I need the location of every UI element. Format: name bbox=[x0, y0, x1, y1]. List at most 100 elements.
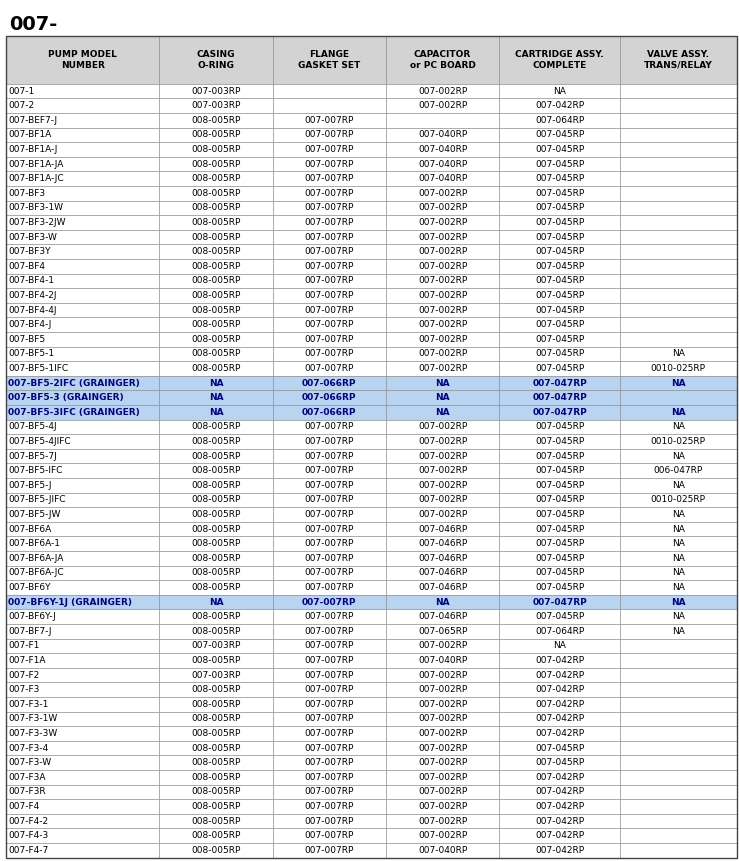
Bar bbox=[500, 814, 620, 828]
Bar bbox=[160, 610, 273, 624]
Text: 007-BF1A-JA: 007-BF1A-JA bbox=[8, 159, 64, 169]
Bar bbox=[500, 683, 620, 697]
Text: 007-045RP: 007-045RP bbox=[535, 174, 584, 183]
Bar bbox=[500, 318, 620, 332]
Bar bbox=[160, 419, 273, 434]
Text: 007-2: 007-2 bbox=[8, 102, 34, 110]
Bar bbox=[160, 828, 273, 843]
Bar bbox=[6, 274, 160, 288]
Bar bbox=[386, 259, 500, 274]
Bar bbox=[6, 639, 160, 653]
Bar bbox=[386, 84, 500, 98]
Bar bbox=[6, 726, 160, 740]
Bar bbox=[160, 288, 273, 303]
Text: 007-046RP: 007-046RP bbox=[418, 539, 467, 548]
Text: 008-005RP: 008-005RP bbox=[191, 816, 241, 826]
Text: 007-F4-2: 007-F4-2 bbox=[8, 816, 48, 826]
Bar bbox=[273, 799, 386, 814]
Bar bbox=[273, 303, 386, 318]
Bar bbox=[273, 449, 386, 463]
Bar bbox=[273, 84, 386, 98]
Bar bbox=[620, 127, 737, 142]
Text: 007-007RP: 007-007RP bbox=[304, 685, 354, 694]
Bar bbox=[6, 186, 160, 201]
Bar bbox=[160, 113, 273, 127]
Bar bbox=[620, 566, 737, 580]
Text: 008-005RP: 008-005RP bbox=[191, 115, 241, 125]
Text: 007-007RP: 007-007RP bbox=[304, 539, 354, 548]
Text: 007-007RP: 007-007RP bbox=[304, 291, 354, 300]
Text: 007-045RP: 007-045RP bbox=[535, 495, 584, 505]
Text: NA: NA bbox=[435, 393, 450, 402]
Bar bbox=[386, 639, 500, 653]
Text: 007-BF3-W: 007-BF3-W bbox=[8, 232, 57, 242]
Bar bbox=[6, 434, 160, 449]
Text: NA: NA bbox=[672, 423, 685, 431]
Bar bbox=[273, 127, 386, 142]
Bar bbox=[6, 624, 160, 639]
Bar bbox=[500, 113, 620, 127]
Bar bbox=[6, 784, 160, 799]
Bar bbox=[500, 799, 620, 814]
Bar bbox=[386, 449, 500, 463]
Bar bbox=[500, 653, 620, 668]
Bar bbox=[160, 84, 273, 98]
Bar bbox=[620, 390, 737, 405]
Text: CASING
O-RING: CASING O-RING bbox=[197, 50, 235, 70]
Bar bbox=[273, 492, 386, 507]
Bar bbox=[386, 755, 500, 770]
Bar bbox=[500, 595, 620, 610]
Text: 007-045RP: 007-045RP bbox=[535, 350, 584, 358]
Text: 007-045RP: 007-045RP bbox=[535, 262, 584, 271]
Text: 008-005RP: 008-005RP bbox=[191, 232, 241, 242]
Text: 007-045RP: 007-045RP bbox=[535, 510, 584, 519]
Text: 008-005RP: 008-005RP bbox=[191, 189, 241, 198]
Text: 007-F1: 007-F1 bbox=[8, 641, 39, 650]
Bar bbox=[620, 726, 737, 740]
Bar bbox=[6, 449, 160, 463]
Text: 007-F4-7: 007-F4-7 bbox=[8, 846, 48, 855]
Text: 007-047RP: 007-047RP bbox=[532, 598, 587, 606]
Bar bbox=[273, 288, 386, 303]
Bar bbox=[160, 142, 273, 157]
Bar bbox=[6, 157, 160, 171]
Bar bbox=[620, 375, 737, 390]
Text: 007-007RP: 007-007RP bbox=[304, 159, 354, 169]
Text: 007-042RP: 007-042RP bbox=[535, 729, 584, 738]
Bar bbox=[500, 361, 620, 375]
Text: 007-F3-3W: 007-F3-3W bbox=[8, 729, 58, 738]
Bar bbox=[160, 245, 273, 259]
Text: 007-045RP: 007-045RP bbox=[535, 320, 584, 329]
Bar bbox=[620, 405, 737, 419]
Text: 007-047RP: 007-047RP bbox=[532, 393, 587, 402]
Bar bbox=[620, 740, 737, 755]
Text: NA: NA bbox=[208, 379, 223, 387]
Text: 007-007RP: 007-007RP bbox=[304, 232, 354, 242]
Bar bbox=[620, 434, 737, 449]
Bar bbox=[273, 610, 386, 624]
Text: 007-003RP: 007-003RP bbox=[191, 641, 241, 650]
Bar bbox=[6, 361, 160, 375]
Bar bbox=[620, 799, 737, 814]
Bar bbox=[273, 784, 386, 799]
Bar bbox=[273, 683, 386, 697]
Text: NA: NA bbox=[435, 598, 450, 606]
Bar bbox=[500, 419, 620, 434]
Text: 007-BF7-J: 007-BF7-J bbox=[8, 627, 52, 635]
Bar bbox=[620, 478, 737, 492]
Bar bbox=[620, 843, 737, 858]
Bar bbox=[386, 624, 500, 639]
Bar bbox=[620, 755, 737, 770]
Bar bbox=[620, 639, 737, 653]
Text: 007-F3-1: 007-F3-1 bbox=[8, 700, 49, 709]
Text: 008-005RP: 008-005RP bbox=[191, 759, 241, 767]
Text: 007-045RP: 007-045RP bbox=[535, 451, 584, 461]
Bar bbox=[620, 113, 737, 127]
Text: 007-003RP: 007-003RP bbox=[191, 102, 241, 110]
Bar bbox=[160, 375, 273, 390]
Text: 007-BF4-1: 007-BF4-1 bbox=[8, 276, 54, 285]
Bar bbox=[6, 799, 160, 814]
Text: 007-046RP: 007-046RP bbox=[418, 568, 467, 578]
Text: 008-005RP: 008-005RP bbox=[191, 291, 241, 300]
Bar bbox=[6, 580, 160, 595]
